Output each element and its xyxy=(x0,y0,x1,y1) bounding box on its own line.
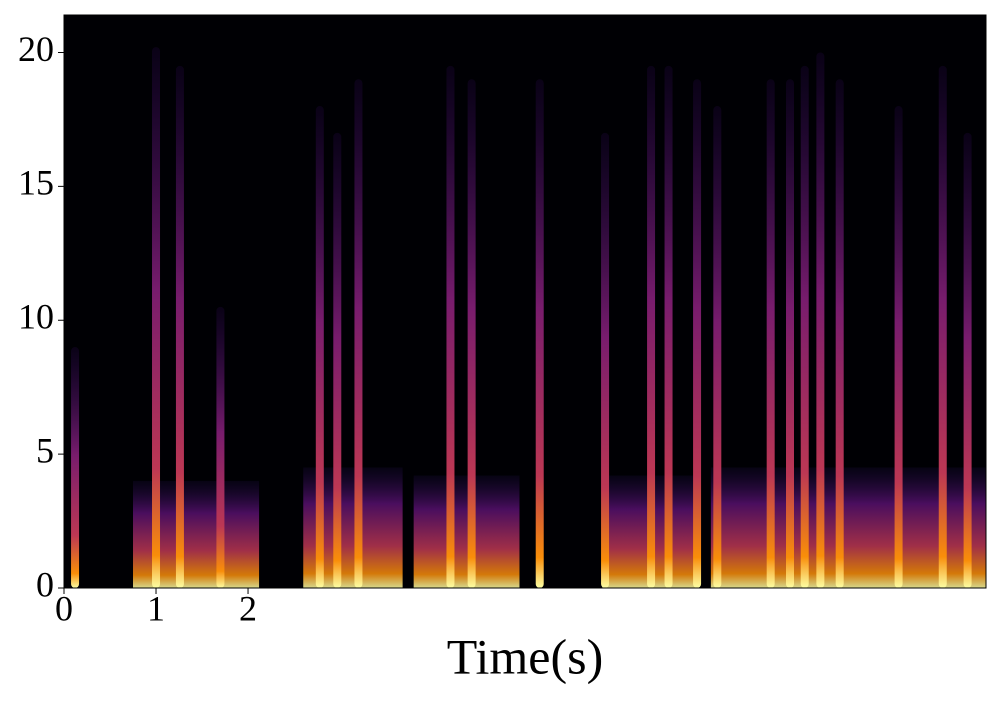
spectral-streak xyxy=(647,65,656,588)
spectral-streak xyxy=(601,132,610,588)
spectral-streak xyxy=(216,306,225,588)
spectral-streak xyxy=(175,65,184,588)
x-tick-label: 0 xyxy=(55,588,73,628)
spectral-streak xyxy=(786,79,795,588)
spectral-streak xyxy=(713,106,722,588)
spectral-streak xyxy=(894,106,903,588)
y-tick-label: 5 xyxy=(36,430,54,470)
x-axis-label: Time(s) xyxy=(447,628,604,684)
y-tick-label: 20 xyxy=(18,29,54,69)
y-tick-label: 0 xyxy=(36,564,54,604)
y-tick-label: 10 xyxy=(18,297,54,337)
spectral-streak xyxy=(152,47,161,588)
energy-band xyxy=(413,475,520,588)
x-tick-label: 2 xyxy=(239,588,257,628)
spectral-streak xyxy=(816,52,825,589)
spectral-streak xyxy=(467,79,476,588)
spectral-streak xyxy=(800,65,809,588)
spectral-streak xyxy=(333,132,342,588)
energy-band xyxy=(133,480,260,588)
spectral-streak xyxy=(535,79,544,588)
y-tick-label: 15 xyxy=(18,163,54,203)
spectral-streak xyxy=(963,132,972,588)
x-tick-label: 1 xyxy=(147,588,165,628)
plot-frame xyxy=(63,14,987,589)
spectral-streak xyxy=(315,106,324,588)
spectral-streak xyxy=(446,65,455,588)
spectral-streak xyxy=(71,347,80,588)
spectral-streak xyxy=(354,79,363,588)
spectral-streak xyxy=(766,79,775,588)
spectral-streak xyxy=(835,79,844,588)
spectral-streak xyxy=(693,79,702,588)
spectral-streak xyxy=(938,65,947,588)
spectral-streak xyxy=(664,65,673,588)
